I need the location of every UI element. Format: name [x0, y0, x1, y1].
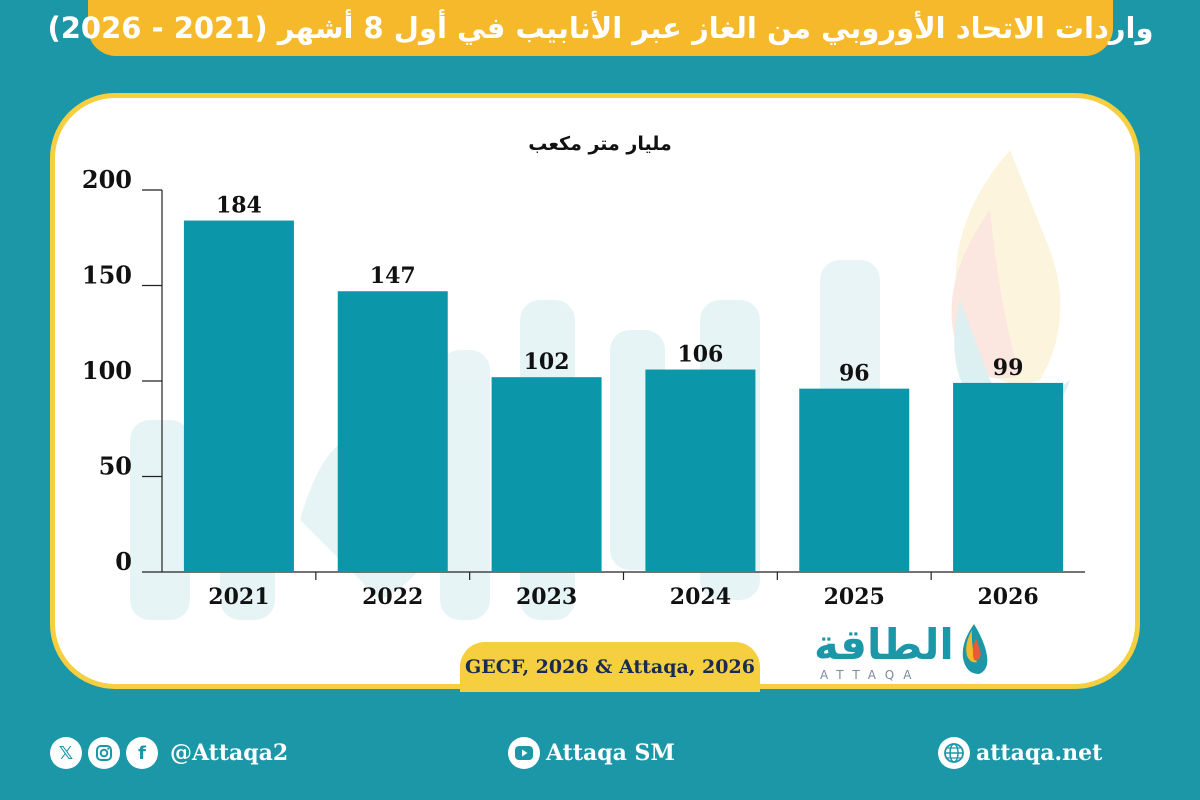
bar [183, 220, 294, 572]
social-handle[interactable]: @Attaqa2 [170, 740, 289, 766]
logo-latin-text: ATTAQA [820, 668, 921, 682]
y-axis-unit-label: مليار متر مكعب [528, 133, 672, 155]
bar-value-label: 106 [677, 342, 723, 368]
bar-value-label: 147 [370, 263, 416, 289]
footer-youtube: Attaqa SM [508, 728, 675, 778]
x-tick-label: 2021 [208, 584, 269, 610]
x-tick-label: 2026 [977, 584, 1038, 610]
y-tick-label: 0 [115, 547, 132, 576]
source-label: GECF, 2026 & Attaqa, 2026 [460, 642, 760, 692]
chart-title: واردات الاتحاد الأوروبي من الغاز عبر الأ… [47, 11, 1154, 45]
bar-value-label: 184 [216, 193, 262, 219]
bar [953, 382, 1064, 572]
footer-social: 𝕏 f @Attaqa2 [50, 728, 288, 778]
bar [491, 377, 602, 572]
bar-value-label: 102 [524, 349, 570, 375]
youtube-channel[interactable]: Attaqa SM [546, 740, 675, 766]
title-bar: واردات الاتحاد الأوروبي من الغاز عبر الأ… [47, 0, 1154, 56]
y-tick-label: 50 [99, 452, 132, 481]
youtube-icon[interactable] [508, 737, 540, 769]
bar [645, 369, 756, 572]
y-tick-label: 100 [82, 356, 132, 385]
y-tick-label: 200 [82, 165, 132, 194]
globe-icon [938, 737, 970, 769]
bar-value-label: 96 [839, 361, 870, 387]
x-tick-label: 2023 [516, 584, 577, 610]
x-tick-label: 2022 [362, 584, 423, 610]
website-link[interactable]: attaqa.net [976, 740, 1103, 766]
footer-website: attaqa.net [938, 728, 1102, 778]
attaqa-logo: الطاقة ATTAQA [812, 620, 992, 684]
x-tick-label: 2024 [670, 584, 731, 610]
flame-drop-icon [962, 624, 988, 674]
bar-value-label: 99 [993, 355, 1024, 381]
bar [799, 388, 910, 572]
y-tick-label: 150 [82, 261, 132, 290]
x-tick-label: 2025 [824, 584, 885, 610]
bar [337, 291, 448, 572]
facebook-icon[interactable]: f [126, 737, 158, 769]
logo-arabic-text: الطاقة [814, 620, 954, 669]
x-icon[interactable]: 𝕏 [50, 737, 82, 769]
instagram-icon[interactable] [88, 737, 120, 769]
